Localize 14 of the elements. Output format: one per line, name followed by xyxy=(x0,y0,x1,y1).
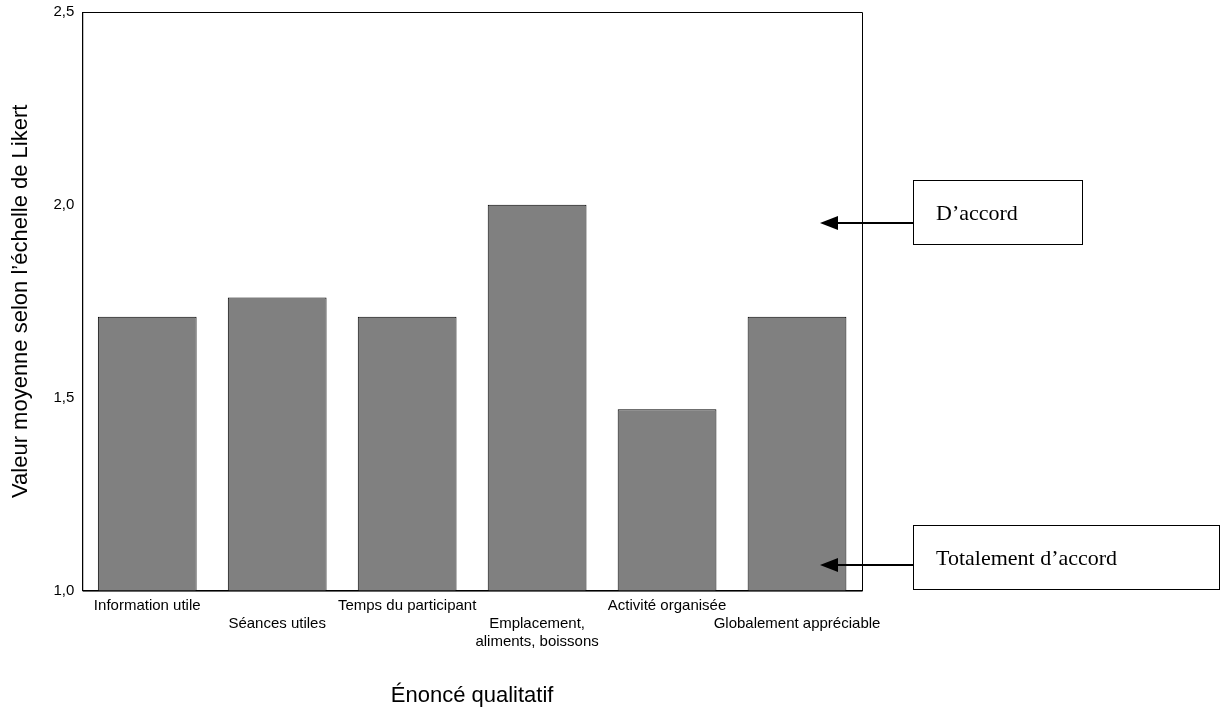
x-tick-label: Information utile xyxy=(93,595,201,613)
y-axis-title: Valeur moyenne selon l’échelle de Likert xyxy=(7,104,33,498)
y-tick-label: 1,5 xyxy=(53,387,75,405)
text: D’accord xyxy=(913,180,1083,245)
x-axis-title: Énoncé qualitatif xyxy=(390,681,555,707)
y-tick-label: 2,5 xyxy=(53,2,75,20)
y-tick-label: 2,0 xyxy=(53,195,75,213)
x-tick-label: Activité organisée xyxy=(607,595,727,613)
x-tick-label: Séances utiles xyxy=(228,613,326,631)
y-tick-label: 1,0 xyxy=(53,580,75,598)
x-tick-label: Temps du participant xyxy=(337,595,478,613)
x-tick-label: Emplacement, aliments, boissons xyxy=(475,613,599,649)
x-tick-label: Globalement appréciable xyxy=(713,613,881,631)
text: Totalement d’accord xyxy=(913,525,1220,590)
